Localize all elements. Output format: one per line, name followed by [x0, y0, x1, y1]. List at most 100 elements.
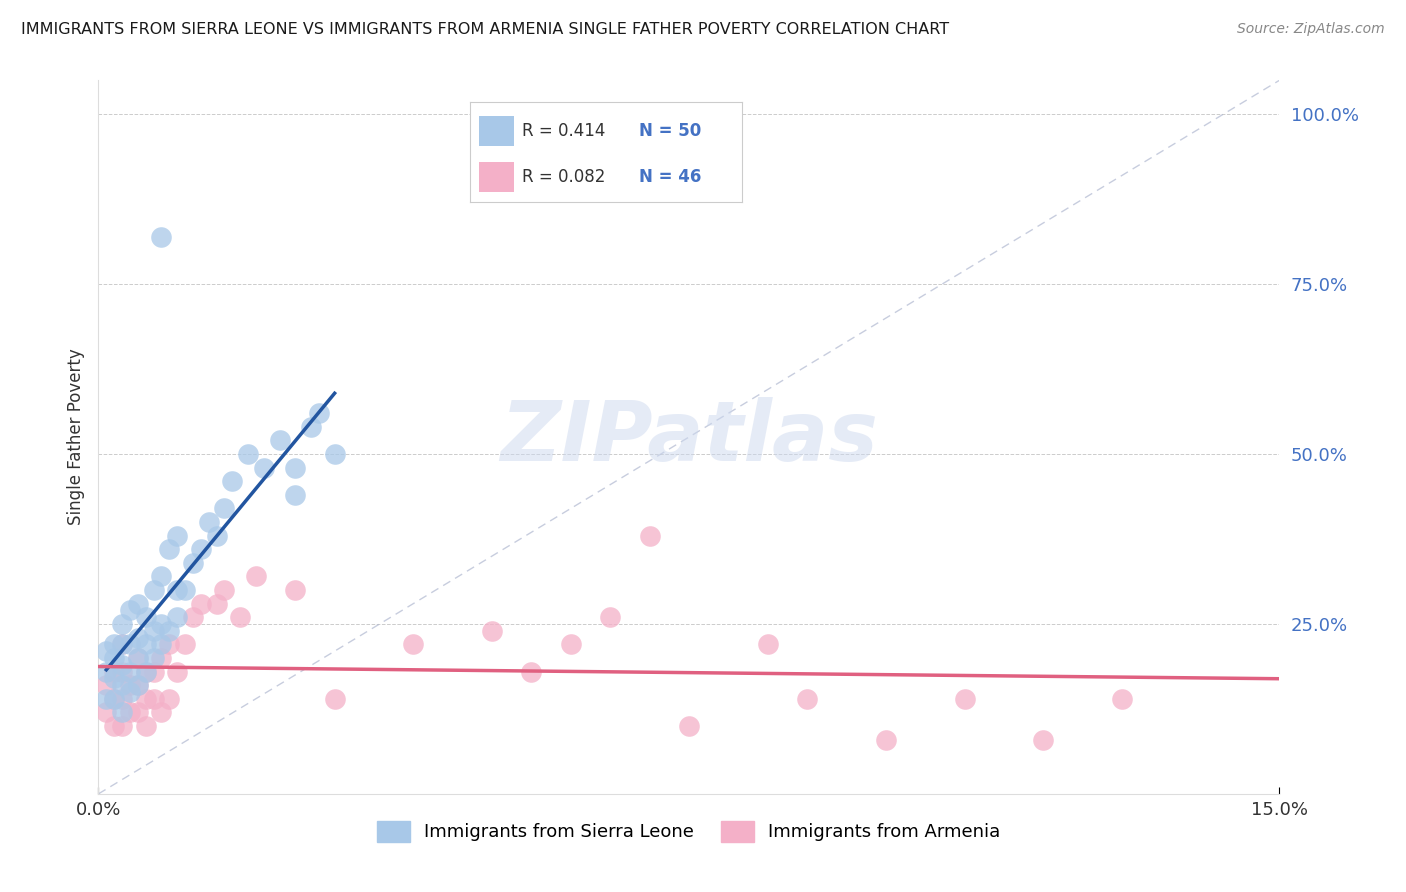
Point [127, 678, 149, 692]
Point [150, 706, 173, 720]
Point [174, 637, 197, 651]
Point [103, 651, 125, 665]
Point [166, 582, 188, 597]
Point [190, 597, 212, 611]
Point [245, 569, 267, 583]
Point [118, 678, 141, 692]
Point [135, 610, 157, 624]
Point [157, 542, 180, 557]
Point [157, 637, 180, 651]
Point [118, 706, 141, 720]
Point [127, 651, 149, 665]
Point [214, 582, 236, 597]
Point [111, 691, 134, 706]
Legend: Immigrants from Sierra Leone, Immigrants from Armenia: Immigrants from Sierra Leone, Immigrants… [370, 814, 1008, 849]
Point [402, 637, 425, 651]
Point [150, 651, 173, 665]
Point [481, 624, 503, 638]
Point [875, 732, 897, 747]
Point [1032, 732, 1054, 747]
Point [135, 637, 157, 651]
Point [111, 719, 134, 733]
Point [111, 657, 134, 672]
Point [150, 229, 173, 244]
Point [756, 637, 779, 651]
Point [299, 420, 322, 434]
Point [214, 501, 236, 516]
Point [157, 624, 180, 638]
Point [253, 460, 276, 475]
Point [135, 691, 157, 706]
Point [127, 651, 149, 665]
Point [174, 582, 197, 597]
Point [103, 719, 125, 733]
Point [111, 678, 134, 692]
Point [953, 691, 976, 706]
Point [142, 624, 165, 638]
Point [157, 691, 180, 706]
Point [111, 665, 134, 679]
Point [111, 617, 134, 632]
Point [166, 665, 188, 679]
Point [190, 542, 212, 557]
Point [150, 617, 173, 632]
Point [308, 406, 330, 420]
Point [560, 637, 582, 651]
Point [1111, 691, 1133, 706]
Point [166, 610, 188, 624]
Point [111, 637, 134, 651]
Point [323, 447, 346, 461]
Point [269, 434, 291, 448]
Point [142, 582, 165, 597]
Text: ZIPatlas: ZIPatlas [501, 397, 877, 477]
Point [229, 610, 252, 624]
Point [96, 706, 118, 720]
Point [127, 678, 149, 692]
Point [135, 719, 157, 733]
Point [96, 644, 118, 658]
Point [323, 691, 346, 706]
Point [678, 719, 700, 733]
Point [103, 671, 125, 685]
Y-axis label: Single Father Poverty: Single Father Poverty [66, 349, 84, 525]
Point [135, 665, 157, 679]
Point [118, 665, 141, 679]
Point [118, 603, 141, 617]
Point [111, 706, 134, 720]
Text: IMMIGRANTS FROM SIERRA LEONE VS IMMIGRANTS FROM ARMENIA SINGLE FATHER POVERTY CO: IMMIGRANTS FROM SIERRA LEONE VS IMMIGRAN… [21, 22, 949, 37]
Point [796, 691, 818, 706]
Point [127, 631, 149, 645]
Point [236, 447, 259, 461]
Point [118, 685, 141, 699]
Point [197, 515, 219, 529]
Point [142, 691, 165, 706]
Point [205, 597, 228, 611]
Text: Source: ZipAtlas.com: Source: ZipAtlas.com [1237, 22, 1385, 37]
Point [135, 665, 157, 679]
Point [181, 556, 204, 570]
Point [96, 678, 118, 692]
Point [205, 528, 228, 542]
Point [103, 691, 125, 706]
Point [103, 691, 125, 706]
Point [103, 665, 125, 679]
Point [638, 528, 661, 542]
Point [284, 460, 307, 475]
Point [96, 691, 118, 706]
Point [127, 706, 149, 720]
Point [127, 597, 149, 611]
Point [599, 610, 621, 624]
Point [118, 637, 141, 651]
Point [150, 637, 173, 651]
Point [221, 475, 243, 489]
Point [96, 665, 118, 679]
Point [150, 569, 173, 583]
Point [142, 665, 165, 679]
Point [181, 610, 204, 624]
Point [111, 637, 134, 651]
Point [103, 637, 125, 651]
Point [520, 665, 543, 679]
Point [142, 651, 165, 665]
Point [284, 488, 307, 502]
Point [284, 582, 307, 597]
